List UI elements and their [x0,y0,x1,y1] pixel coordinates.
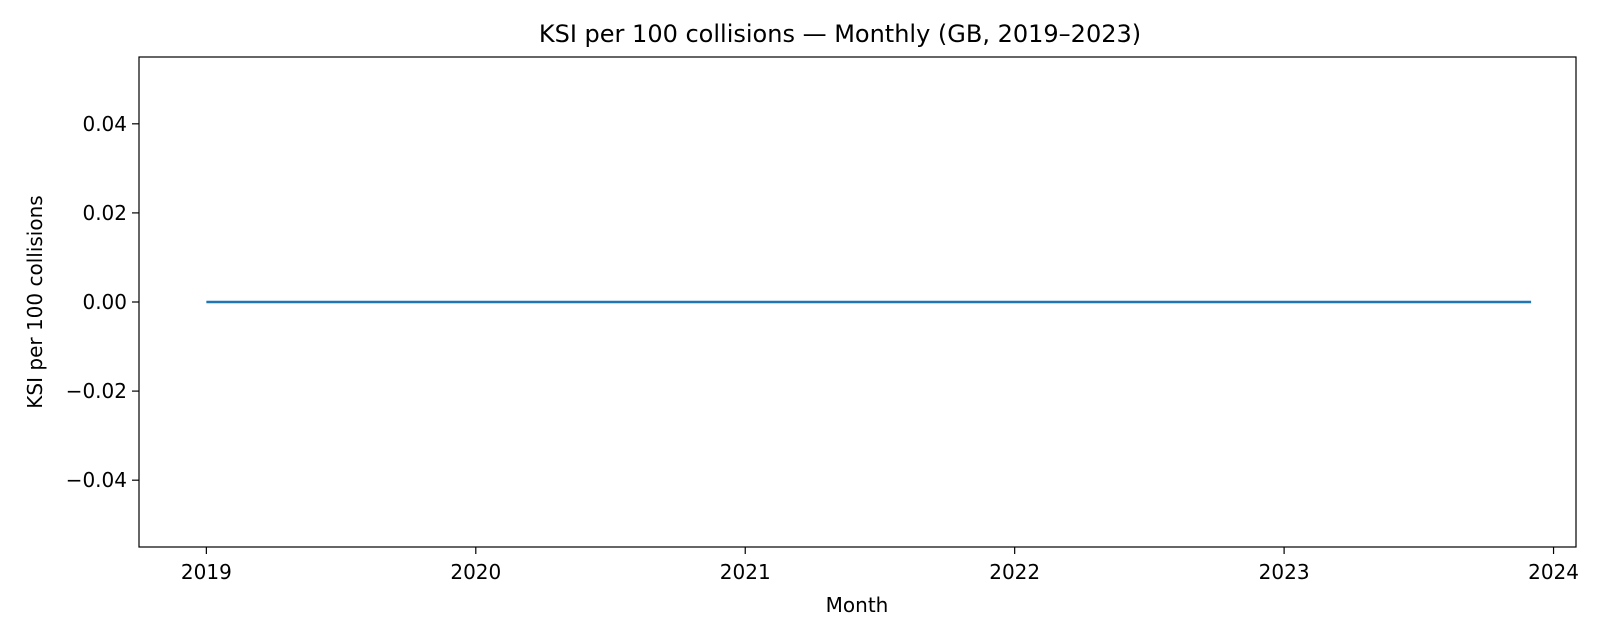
y-axis-ticks: −0.04 −0.02 0.00 0.02 0.04 [66,112,139,492]
y-tick-label: −0.04 [66,468,127,492]
x-tick-label: 2020 [450,560,501,584]
y-tick-label: 0.00 [82,290,127,314]
y-tick-label: −0.02 [66,379,127,403]
x-tick-label: 2022 [989,560,1040,584]
x-axis-label: Month [826,593,889,617]
x-axis-ticks: 2019 2020 2021 2022 2023 2024 [181,547,1579,584]
x-tick-label: 2021 [720,560,771,584]
y-tick-label: 0.02 [82,201,127,225]
x-tick-label: 2023 [1259,560,1310,584]
chart-title: KSI per 100 collisions — Monthly (GB, 20… [539,20,1141,48]
y-axis-label: KSI per 100 collisions [23,195,47,408]
x-tick-label: 2019 [181,560,232,584]
plot-frame [138,56,1577,548]
y-tick-label: 0.04 [82,112,127,136]
x-tick-label: 2024 [1528,560,1579,584]
